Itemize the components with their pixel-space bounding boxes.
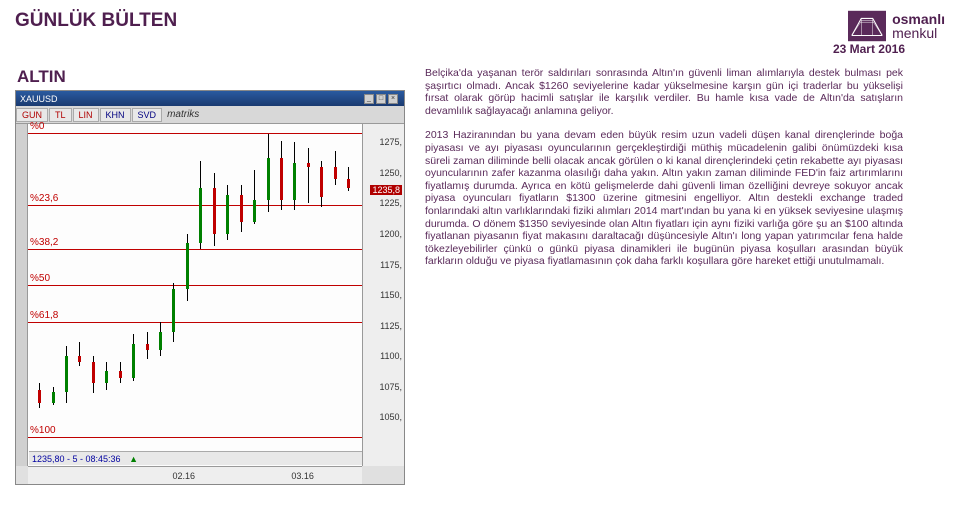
chart-section-title: ALTIN: [17, 67, 405, 87]
close-icon[interactable]: ×: [388, 94, 398, 104]
article-body: Belçika'da yaşanan terör saldırıları son…: [425, 67, 903, 485]
fib-level-line: [28, 205, 362, 206]
fib-level-label: %100: [30, 425, 56, 436]
chart-toolbar: GUN TL LIN KHN SVD matriks: [16, 106, 404, 124]
y-tick-label: 1250,: [379, 168, 402, 178]
y-tick-label: 1200,: [379, 229, 402, 239]
y-tick-label: 1275,: [379, 137, 402, 147]
chart-left-gutter: [16, 124, 28, 466]
chart-symbol: XAUUSD: [20, 94, 58, 104]
fib-level-label: %0: [30, 121, 44, 132]
paragraph-2: 2013 Haziranından bu yana devam eden büy…: [425, 129, 903, 268]
fib-level-line: [28, 322, 362, 323]
y-tick-label: 1150,: [380, 290, 402, 300]
brand-logo: [848, 10, 886, 42]
toolbar-khn-button[interactable]: KHN: [100, 108, 131, 122]
paragraph-1: Belçika'da yaşanan terör saldırıları son…: [425, 67, 903, 117]
toolbar-gun-button[interactable]: GUN: [16, 108, 48, 122]
fib-level-label: %61,8: [30, 310, 58, 321]
chart-y-axis: 1275, 1250, 1235,8 1225, 1200, 1175, 1150, 1125…: [362, 124, 404, 466]
page-title: GÜNLÜK BÜLTEN: [15, 10, 177, 32]
toolbar-tl-button[interactable]: TL: [49, 108, 72, 122]
x-tick-label: 02.16: [172, 471, 195, 481]
fib-level-line: [28, 133, 362, 134]
brand-name-bot: menkul: [892, 26, 945, 40]
toolbar-lin-button[interactable]: LIN: [73, 108, 99, 122]
report-date: 23 Mart 2016: [833, 42, 905, 56]
brand: osmanlı menkul: [848, 10, 945, 42]
fib-level-line: [28, 285, 362, 286]
chart-status-text: 1235,80 - 5 - 08:45:36: [32, 454, 121, 464]
toolbar-svd-button[interactable]: SVD: [132, 108, 163, 122]
y-tick-label: 1175,: [380, 260, 402, 270]
y-tick-label: 1235,8: [370, 185, 402, 195]
chart-titlebar: XAUUSD _ □ ×: [16, 91, 404, 106]
fib-level-line: [28, 249, 362, 250]
maximize-icon[interactable]: □: [376, 94, 386, 104]
y-tick-label: 1225,: [379, 198, 402, 208]
minimize-icon[interactable]: _: [364, 94, 374, 104]
y-tick-label: 1075,: [379, 382, 402, 392]
y-tick-label: 1125,: [380, 321, 402, 331]
fib-level-label: %50: [30, 273, 50, 284]
chart-plot-area: %0 %23,6 %38,2 %50 %61,8 %100: [28, 124, 362, 466]
fib-level-label: %38,2: [30, 237, 58, 248]
y-tick-label: 1100,: [380, 351, 402, 361]
chart-status-bar: 1235,80 - 5 - 08:45:36 ▲: [29, 451, 362, 465]
fib-level-label: %23,6: [30, 193, 58, 204]
fib-level-line: [28, 437, 362, 438]
brand-name-top: osmanlı: [892, 12, 945, 26]
y-tick-label: 1050,: [379, 412, 402, 422]
chart-x-axis: 02.16 03.16: [28, 466, 362, 484]
toolbar-brand: matriks: [167, 109, 199, 120]
x-tick-label: 03.16: [291, 471, 314, 481]
price-chart-window: XAUUSD _ □ × GUN TL LIN KHN SVD matriks …: [15, 90, 405, 485]
